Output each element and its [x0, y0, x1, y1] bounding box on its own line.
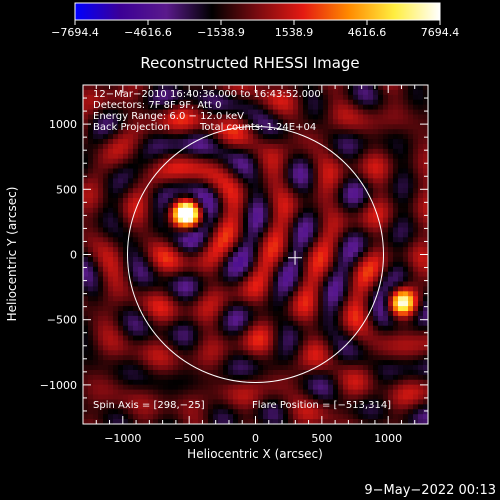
y-tick-label: −500	[47, 314, 77, 327]
x-tick-label: 1000	[374, 432, 402, 445]
annotation-total-counts: Total counts: 1.24E+04	[199, 122, 316, 133]
colorbar	[74, 2, 441, 21]
x-tick-label: 0	[252, 432, 259, 445]
y-tick-label: −1000	[40, 379, 77, 392]
colorbar-tick-label: −4616.6	[124, 26, 172, 39]
x-tick-label: −500	[174, 432, 204, 445]
y-tick-label: 1000	[49, 118, 77, 131]
chart-title: Reconstructed RHESSI Image	[140, 54, 359, 72]
heatmap-image	[83, 85, 428, 424]
spin-axis-marker	[288, 250, 303, 265]
colorbar-tick-label: 1538.9	[275, 26, 314, 39]
x-axis-label: Heliocentric X (arcsec)	[187, 447, 323, 461]
solar-limb-circle	[127, 126, 384, 383]
x-tick-label: 500	[311, 432, 332, 445]
flare-position-label: Flare Position = [−513,314]	[252, 400, 391, 411]
footer-date: 9−May−2022 00:13	[364, 483, 496, 498]
spin-axis-label: Spin Axis = [298,−25]	[93, 400, 205, 411]
axis-ticks: −1000 −500 0 500 1000 −1000 −500 0 500 1000	[40, 84, 429, 445]
annotation-energy-range: Energy Range: 6.0 − 12.0 keV	[93, 111, 244, 122]
annotation-method: Back Projection	[93, 122, 170, 133]
y-tick-label: 0	[70, 249, 77, 262]
y-tick-label: 500	[56, 183, 77, 196]
colorbar-tick-label: −7694.4	[51, 26, 99, 39]
colorbar-ticks: −7694.4 −4616.6 −1538.9 1538.9 4616.6 7694.4	[51, 20, 459, 39]
x-tick-label: −1000	[104, 432, 141, 445]
annotation-detectors: Detectors: 7F 8F 9F, Att 0	[93, 100, 221, 111]
colorbar-tick-label: −1538.9	[197, 26, 245, 39]
colorbar-tick-label: 7694.4	[421, 26, 460, 39]
colorbar-tick-label: 4616.6	[348, 26, 387, 39]
annotation-time-range: 12−Mar−2010 16:40:36.000 to 16:43:52.000	[93, 89, 321, 100]
y-axis-label: Heliocentric Y (arcsec)	[5, 187, 19, 322]
